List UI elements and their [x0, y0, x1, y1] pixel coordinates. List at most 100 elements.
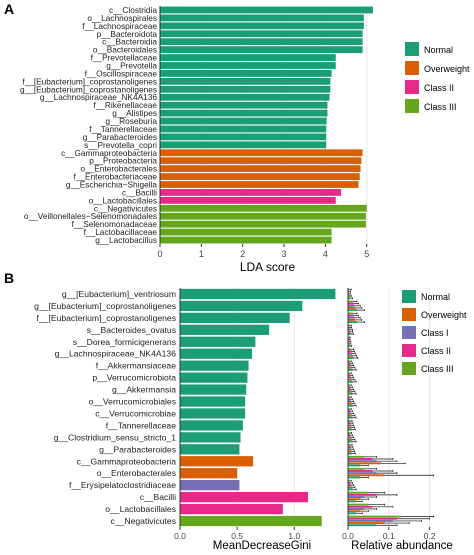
abundance-bar [348, 321, 357, 324]
lda-bar [160, 77, 331, 85]
abundance-bar [348, 368, 353, 371]
lda-bar [160, 54, 336, 61]
lda-bar-label: f__Rikenellaceae [93, 100, 157, 110]
lda-bar [160, 30, 363, 38]
lda-bar-label: s__Prevotella_copri [84, 140, 157, 150]
abundance-bar [348, 464, 361, 467]
lda-bar [160, 70, 332, 77]
gini-bar-label: c__Verrucomicrobiae [95, 408, 176, 418]
abundance-bar [348, 314, 354, 317]
gini-bar-label: f__Erysipelatoclostridiaceae [69, 480, 176, 490]
abundance-legend-label: Class III [421, 364, 454, 374]
abundance-bar [348, 519, 393, 522]
lda-bar-label: f__[Eubacterium]_coprostanoligenes [22, 76, 157, 86]
lda-tick-label: 0 [157, 249, 162, 259]
lda-bar [160, 220, 366, 228]
lda-bar-label: g__Lactobacillus [95, 235, 157, 245]
abundance-bar [348, 307, 356, 309]
lda-bar [160, 38, 363, 46]
lda-bar [160, 141, 327, 149]
lda-legend-label: Overweight [424, 64, 470, 74]
abundance-bar [348, 348, 352, 351]
lda-bar-label: c__Gammaproteobacteria [61, 148, 157, 158]
gini-bar [180, 396, 246, 407]
gini-bar [180, 503, 283, 515]
abundance-bar [348, 422, 351, 425]
lda-bar-label: g__Prevotella [106, 61, 157, 71]
abundance-tick-label: 0.1 [383, 531, 395, 541]
abundance-bar [348, 340, 350, 343]
abundance-bar [348, 491, 369, 494]
lda-legend-swatch [405, 80, 419, 94]
abundance-bar [348, 304, 355, 307]
gini-bar-label: g__Parabacteroides [99, 444, 176, 454]
lda-bar-label: o__Veillonellales−Selenomonadales [24, 211, 157, 221]
abundance-bar [348, 496, 365, 498]
lda-tick-label: 4 [323, 249, 328, 259]
abundance-bar [348, 330, 351, 333]
abundance-bar [348, 360, 350, 363]
abundance-bar [348, 297, 351, 300]
gini-bar-label: g__[Eubacterium]_ventriosum [62, 289, 176, 299]
lda-bar [160, 165, 361, 173]
abundance-tick-label: 0.0 [342, 531, 354, 541]
lda-legend-label: Class II [424, 83, 454, 93]
abundance-bar [348, 446, 351, 449]
gini-bar-label: g__Akkermansia [112, 385, 176, 395]
lda-bar [160, 196, 336, 204]
abundance-bar [348, 467, 365, 470]
abundance-bar [348, 448, 352, 451]
abundance-bar [348, 443, 351, 446]
abundance-bar [348, 328, 351, 331]
abundance-bar [348, 342, 350, 345]
lda-legend-swatch [405, 61, 419, 75]
lda-bar [160, 125, 327, 133]
gini-bar-label: c__Negativicutes [111, 516, 176, 526]
lda-bar-label: c__Bacilli [122, 187, 157, 197]
abundance-legend-label: Class II [421, 346, 451, 356]
lda-bar [160, 14, 364, 22]
abundance-bar [348, 474, 385, 477]
abundance-bar [348, 517, 397, 520]
lda-legend-label: Class III [424, 102, 457, 112]
lda-bar [160, 109, 328, 117]
abundance-bar [348, 374, 351, 377]
abundance-bar [348, 345, 351, 347]
lda-x-axis-label: LDA score [240, 260, 296, 274]
abundance-bar [348, 428, 353, 431]
gini-bar-label: s__Bacteroides_ovatus [87, 325, 176, 335]
abundance-bar [348, 354, 353, 357]
abundance-bar [348, 336, 350, 339]
gini-bar [180, 456, 254, 467]
abundance-bar [348, 396, 350, 399]
abundance-legend-label: Normal [421, 292, 450, 302]
lda-bar [160, 133, 327, 141]
lda-bar [160, 149, 363, 157]
abundance-bar [348, 469, 373, 472]
lda-tick-label: 3 [282, 249, 287, 259]
lda-bar-label: f__Prevotellaceae [91, 53, 158, 63]
lda-bar [160, 117, 327, 125]
lda-bar-label: c__Clostridia [109, 5, 157, 15]
abundance-bar [348, 455, 365, 458]
lda-bar-label: f__Lachnospiraceae [82, 21, 157, 31]
gini-bar [180, 336, 256, 347]
abundance-bar [348, 384, 350, 387]
lda-bar-label: g__Lachnospiraceae_NK4A136 [40, 92, 158, 102]
gini-bar-label: g__Clostridium_sensu_stricto_1 [54, 432, 177, 442]
abundance-bar [348, 486, 353, 489]
lda-bar [160, 157, 362, 165]
abundance-bar [348, 398, 351, 401]
abundance-bar [348, 522, 385, 525]
lda-tick-label: 2 [240, 249, 245, 259]
gini-bar [180, 468, 238, 479]
lda-legend: Normal Overweight Class II Class III [405, 42, 470, 113]
gini-bar-label: f__Akkermansiaceae [96, 361, 176, 371]
abundance-bar [348, 452, 353, 455]
abundance-bar [348, 426, 352, 429]
abundance-bar [348, 505, 373, 508]
lda-bar-label: f__Enterobacteriaceae [74, 172, 158, 182]
abundance-bar [348, 488, 353, 491]
lda-bar [160, 173, 360, 180]
